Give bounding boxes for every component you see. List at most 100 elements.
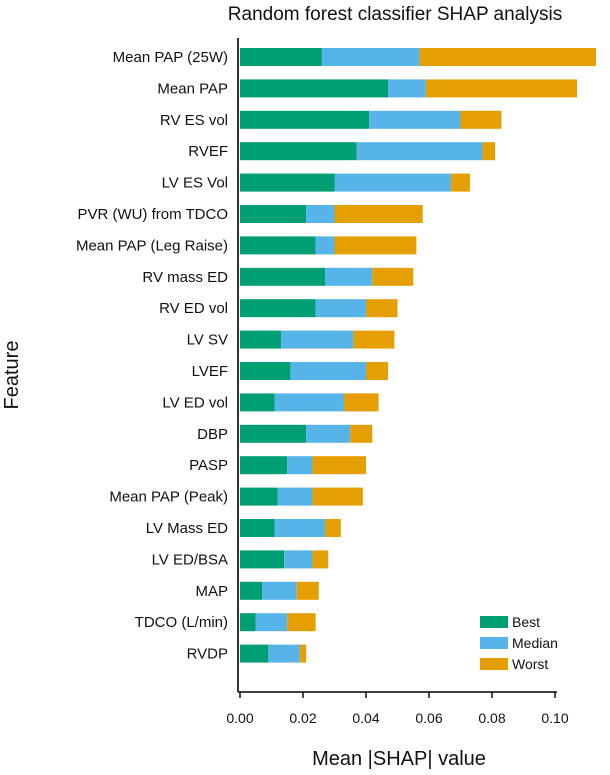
bar-median-18: [255, 613, 288, 632]
x-tick-label: 0.08: [478, 710, 505, 726]
legend: Best Median Worst: [480, 614, 558, 672]
bar-best-1: [240, 79, 389, 98]
category-label: MAP: [195, 583, 228, 600]
x-axis-title: Mean |SHAP| value: [312, 748, 486, 770]
bar-best-10: [240, 362, 291, 380]
bar-worst-15: [325, 519, 341, 537]
bar-median-14: [277, 487, 313, 506]
bar-worst-3: [482, 142, 496, 161]
x-ticks: 0.00 0.02 0.04 0.06 0.08 0.10: [226, 692, 569, 726]
bar-median-6: [315, 236, 335, 255]
bar-best-11: [240, 393, 275, 412]
bar-best-14: [240, 487, 278, 506]
bar-best-0: [240, 48, 322, 66]
legend-label-best: Best: [512, 614, 540, 630]
category-label: LV ED vol: [162, 394, 228, 411]
bar-worst-10: [366, 362, 389, 380]
bar-median-11: [274, 393, 344, 412]
bar-worst-8: [366, 299, 398, 318]
bar-median-16: [284, 550, 313, 569]
bar-best-15: [240, 519, 275, 537]
bar-best-8: [240, 299, 316, 318]
bar-median-5: [306, 205, 335, 223]
x-tick-label: 0.02: [289, 710, 316, 726]
bar-worst-0: [419, 48, 596, 66]
category-label: LV ED/BSA: [152, 551, 228, 568]
bar-median-8: [315, 299, 366, 318]
bar-worst-11: [343, 393, 379, 412]
x-tick-label: 0.04: [352, 710, 379, 726]
bar-worst-17: [296, 581, 319, 600]
bar-median-12: [306, 424, 351, 443]
bar-worst-13: [312, 456, 366, 475]
bar-median-17: [262, 581, 297, 600]
category-label: RVEF: [188, 143, 228, 160]
bar-median-9: [280, 330, 354, 349]
bar-best-19: [240, 644, 269, 663]
bar-worst-4: [451, 173, 470, 192]
bar-median-4: [334, 173, 452, 192]
bar-median-10: [290, 362, 366, 380]
legend-label-worst: Worst: [512, 656, 548, 672]
bar-best-2: [240, 110, 370, 129]
bar-best-18: [240, 613, 256, 632]
bar-median-15: [274, 519, 326, 537]
bar-median-13: [287, 456, 313, 475]
bar-median-3: [356, 142, 483, 161]
category-label: RV ES vol: [160, 112, 228, 129]
legend-swatch-best: [480, 616, 508, 628]
x-tick-label: 0.10: [541, 710, 568, 726]
bar-best-16: [240, 550, 285, 569]
bar-median-0: [321, 48, 420, 66]
bar-median-1: [388, 79, 426, 98]
x-tick-label: 0.00: [226, 710, 253, 726]
bar-worst-14: [312, 487, 363, 506]
category-label: Mean PAP (25W): [113, 49, 228, 66]
category-label: PVR (WU) from TDCO: [77, 206, 228, 223]
bar-median-19: [268, 644, 300, 663]
category-label: LV ES Vol: [162, 175, 228, 192]
bar-best-9: [240, 330, 281, 349]
y-axis-title: Feature: [1, 341, 23, 410]
bar-worst-18: [287, 613, 316, 632]
category-label: LV Mass ED: [146, 520, 228, 537]
bar-best-6: [240, 236, 316, 255]
category-label: LV SV: [187, 332, 228, 349]
category-label: RV ED vol: [159, 300, 228, 317]
chart-title: Random forest classifier SHAP analysis: [228, 4, 562, 25]
category-label: Mean PAP (Leg Raise): [76, 237, 228, 254]
category-label: RVDP: [187, 646, 228, 663]
legend-label-median: Median: [512, 635, 558, 651]
legend-swatch-worst: [480, 658, 508, 670]
bar-worst-7: [372, 267, 414, 286]
bar-median-2: [369, 110, 461, 129]
category-label: Mean PAP (Peak): [109, 489, 228, 506]
bar-median-7: [325, 267, 373, 286]
category-labels: Mean PAP (25W) Mean PAP RV ES vol RVEF LV ES…: [76, 49, 228, 663]
category-label: LVEF: [192, 363, 228, 380]
bar-worst-5: [334, 205, 423, 223]
bar-worst-2: [460, 110, 502, 129]
category-label: RV mass ED: [142, 269, 228, 286]
bar-worst-12: [350, 424, 373, 443]
bars-group: [240, 48, 596, 663]
bar-best-4: [240, 173, 335, 192]
bar-best-7: [240, 267, 326, 286]
bar-best-17: [240, 581, 263, 600]
legend-swatch-median: [480, 637, 508, 649]
bar-worst-9: [353, 330, 395, 349]
bar-worst-1: [425, 79, 578, 98]
bar-worst-6: [334, 236, 417, 255]
category-label: DBP: [197, 426, 228, 443]
bar-worst-16: [312, 550, 329, 569]
bar-best-5: [240, 205, 307, 223]
x-tick-label: 0.06: [415, 710, 442, 726]
category-label: TDCO (L/min): [135, 614, 228, 631]
category-label: Mean PAP: [157, 80, 228, 97]
category-label: PASP: [189, 457, 228, 474]
bar-best-12: [240, 424, 307, 443]
bar-best-3: [240, 142, 357, 161]
bar-worst-19: [299, 644, 307, 663]
bar-best-13: [240, 456, 288, 475]
